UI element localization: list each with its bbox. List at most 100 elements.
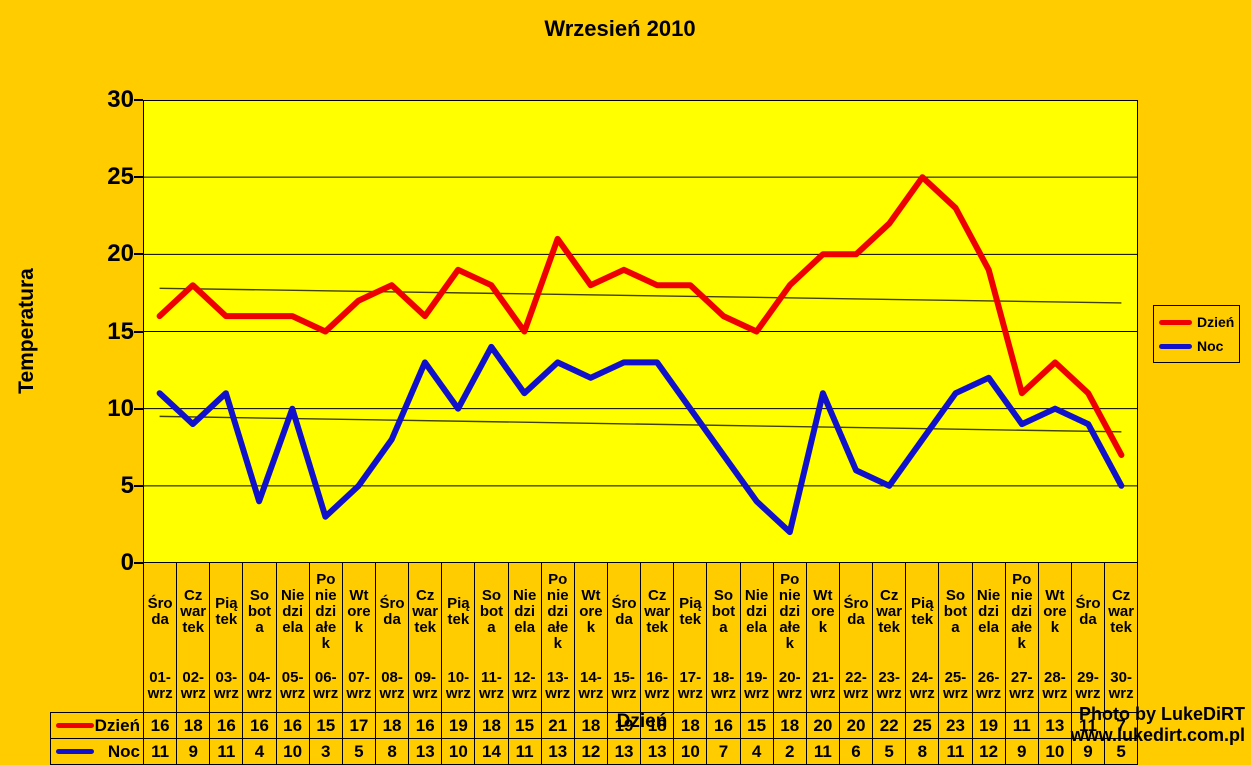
chart-title: Wrzesień 2010 bbox=[544, 16, 696, 41]
day-column-11-wrz: So bot a 11- wrz 18 14 bbox=[475, 563, 509, 765]
table-cell-noc-29-wrz: 9 bbox=[1071, 738, 1105, 765]
legend: Dzień Noc bbox=[1153, 305, 1240, 363]
table-cell-dzień-29-wrz: 11 bbox=[1071, 712, 1105, 738]
table-cell-noc-14-wrz: 12 bbox=[574, 738, 607, 765]
weekday-label: Po nie dzi ałe k bbox=[1010, 570, 1033, 652]
table-cell-dzień-25-wrz: 23 bbox=[939, 712, 972, 738]
date-label: 09- wrz bbox=[412, 669, 438, 702]
table-cell-dzień-28-wrz: 13 bbox=[1038, 712, 1071, 738]
table-cell-dzień-22-wrz: 20 bbox=[839, 712, 873, 738]
series-swatch-icon bbox=[56, 723, 94, 728]
date-label: 19- wrz bbox=[744, 669, 770, 702]
date-label: 12- wrz bbox=[512, 669, 538, 702]
y-tick-label-5: 5 bbox=[120, 471, 134, 499]
weekday-label: So bot a bbox=[711, 586, 736, 636]
date-label: 16- wrz bbox=[644, 669, 670, 702]
date-label: 14- wrz bbox=[578, 669, 604, 702]
table-cell-dzień-20-wrz: 18 bbox=[773, 712, 806, 738]
y-tick-label-10: 10 bbox=[107, 394, 134, 422]
weekday-label: Pią tek bbox=[447, 594, 470, 628]
weekday-label: Cz war tek bbox=[644, 586, 671, 636]
date-label: 03- wrz bbox=[213, 669, 239, 702]
weekday-label: So bot a bbox=[247, 586, 272, 636]
y-tick-label-30: 30 bbox=[107, 86, 134, 113]
day-column-09-wrz: Cz war tek 09- wrz 16 13 bbox=[409, 563, 443, 765]
day-column-07-wrz: Wt ore k 07- wrz 17 5 bbox=[342, 563, 376, 765]
weekday-label: Pią tek bbox=[679, 594, 702, 628]
day-column-20-wrz: Po nie dzi ałe k 20- wrz 18 2 bbox=[773, 563, 807, 765]
weekday-label: Cz war tek bbox=[1108, 586, 1135, 636]
date-label: 26- wrz bbox=[976, 669, 1002, 702]
table-cell-dzień-13-wrz: 21 bbox=[541, 712, 574, 738]
table-cell-noc-03-wrz: 11 bbox=[210, 738, 243, 765]
date-label: 01- wrz bbox=[147, 669, 173, 702]
table-cell-noc-23-wrz: 5 bbox=[873, 738, 906, 765]
date-label: 06- wrz bbox=[313, 669, 339, 702]
y-tick-label-25: 25 bbox=[107, 163, 134, 191]
table-cell-dzień-11-wrz: 18 bbox=[475, 712, 508, 738]
table-cell-dzień-04-wrz: 16 bbox=[243, 712, 276, 738]
weekday-label: Wt ore k bbox=[1043, 586, 1067, 636]
series-line-Dzień bbox=[156, 174, 1125, 458]
table-cell-dzień-21-wrz: 20 bbox=[806, 712, 839, 738]
table-cell-dzień-12-wrz: 15 bbox=[508, 712, 541, 738]
x-axis-and-table-columns: Śro da 01- wrz 16 11 Cz war tek 02- wrz 18 9 Pią tek 03… bbox=[143, 563, 1139, 765]
day-column-14-wrz: Wt ore k 14- wrz 18 12 bbox=[574, 563, 608, 765]
day-column-19-wrz: Nie dzi ela 19- wrz 15 4 bbox=[740, 563, 774, 765]
table-cell-noc-05-wrz: 10 bbox=[276, 738, 309, 765]
date-label: 08- wrz bbox=[379, 669, 405, 702]
table-cell-noc-02-wrz: 9 bbox=[177, 738, 210, 765]
table-row-labels: Dzień Noc bbox=[50, 712, 143, 765]
table-cell-noc-01-wrz: 11 bbox=[144, 738, 177, 765]
date-label: 24- wrz bbox=[909, 669, 935, 702]
plot-area bbox=[143, 100, 1138, 563]
series-line-Noc bbox=[156, 343, 1125, 536]
weekday-label: Po nie dzi ałe k bbox=[778, 570, 801, 652]
day-column-04-wrz: So bot a 04- wrz 16 4 bbox=[243, 563, 277, 765]
table-cell-noc-10-wrz: 10 bbox=[442, 738, 475, 765]
date-label: 20- wrz bbox=[777, 669, 803, 702]
table-row-label-dzień: Dzień bbox=[51, 712, 143, 738]
table-cell-noc-24-wrz: 8 bbox=[906, 738, 939, 765]
day-column-02-wrz: Cz war tek 02- wrz 18 9 bbox=[177, 563, 211, 765]
y-tick-mark-15 bbox=[134, 330, 143, 333]
table-cell-noc-12-wrz: 11 bbox=[508, 738, 541, 765]
weekday-label: Nie dzi ela bbox=[512, 586, 537, 636]
legend-label: Dzień bbox=[1197, 314, 1235, 330]
day-column-27-wrz: Po nie dzi ałe k 27- wrz 11 9 bbox=[1005, 563, 1039, 765]
table-cell-dzień-09-wrz: 16 bbox=[409, 712, 442, 738]
date-label: 07- wrz bbox=[346, 669, 372, 702]
day-column-17-wrz: Pią tek 17- wrz 18 10 bbox=[674, 563, 708, 765]
day-column-06-wrz: Po nie dzi ałe k 06- wrz 15 3 bbox=[309, 563, 343, 765]
weekday-label: So bot a bbox=[943, 586, 968, 636]
weekday-label: Cz war tek bbox=[876, 586, 903, 636]
y-tick-mark-10 bbox=[134, 407, 143, 410]
table-cell-dzień-30-wrz: 7 bbox=[1105, 712, 1138, 738]
day-column-12-wrz: Nie dzi ela 12- wrz 15 11 bbox=[508, 563, 542, 765]
table-cell-dzień-15-wrz: 19 bbox=[607, 712, 641, 738]
y-axis-title: Temperatura bbox=[15, 268, 38, 394]
weekday-label: Wt ore k bbox=[811, 586, 835, 636]
weekday-label: Po nie dzi ałe k bbox=[546, 570, 569, 652]
table-cell-noc-18-wrz: 7 bbox=[707, 738, 740, 765]
table-cell-noc-30-wrz: 5 bbox=[1105, 738, 1138, 765]
date-label: 10- wrz bbox=[445, 669, 471, 702]
day-column-24-wrz: Pią tek 24- wrz 25 8 bbox=[906, 563, 940, 765]
table-cell-noc-28-wrz: 10 bbox=[1038, 738, 1071, 765]
weekday-label: So bot a bbox=[479, 586, 504, 636]
weekday-label: Nie dzi ela bbox=[280, 586, 305, 636]
date-label: 11- wrz bbox=[478, 669, 504, 702]
y-tick-mark-25 bbox=[134, 176, 143, 179]
day-column-22-wrz: Śro da 22- wrz 20 6 bbox=[839, 563, 874, 765]
date-label: 22- wrz bbox=[843, 669, 869, 702]
table-cell-noc-20-wrz: 2 bbox=[773, 738, 806, 765]
table-cell-dzień-10-wrz: 19 bbox=[442, 712, 475, 738]
series-name: Dzień bbox=[94, 715, 140, 735]
table-cell-noc-26-wrz: 12 bbox=[972, 738, 1005, 765]
y-tick-label-15: 15 bbox=[107, 317, 134, 345]
table-cell-dzień-18-wrz: 16 bbox=[707, 712, 740, 738]
weekday-label: Nie dzi ela bbox=[744, 586, 769, 636]
table-cell-noc-15-wrz: 13 bbox=[607, 738, 641, 765]
legend-label: Noc bbox=[1197, 338, 1224, 354]
table-cell-dzień-17-wrz: 18 bbox=[674, 712, 707, 738]
